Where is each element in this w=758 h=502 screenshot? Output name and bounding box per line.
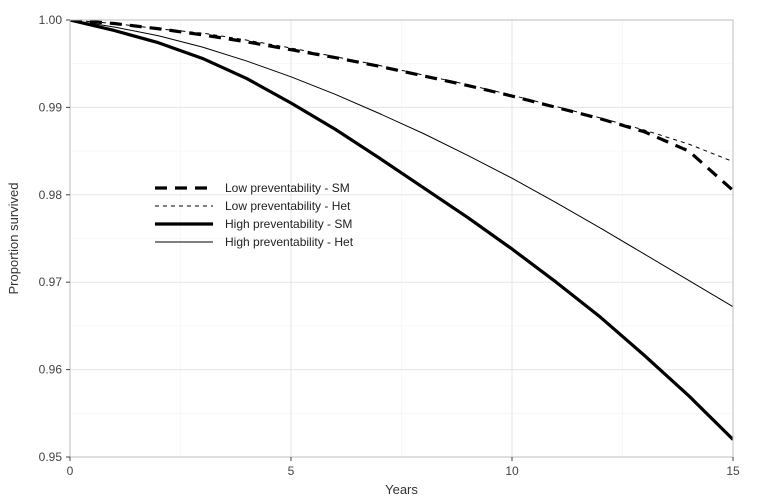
y-tick-label: 0.96 (39, 363, 63, 377)
y-tick-label: 0.99 (39, 100, 63, 114)
x-axis-label: Years (385, 482, 418, 497)
x-tick-label: 0 (67, 464, 74, 478)
x-tick-label: 15 (726, 464, 740, 478)
x-tick-label: 5 (288, 464, 295, 478)
y-axis-label: Proportion survived (6, 183, 21, 295)
legend-label-high_het: High preventability - Het (225, 235, 354, 249)
x-tick-label: 10 (505, 464, 519, 478)
chart-svg: 0 5 10 15 0.95 0.96 0.97 0.98 0.99 1.00 Years Propo… (0, 0, 758, 502)
legend-label-low_sm: Low preventability - SM (225, 181, 350, 195)
y-tick-label: 0.98 (39, 188, 63, 202)
y-tick-label: 0.95 (39, 450, 63, 464)
legend-label-high_sm: High preventability - SM (225, 217, 352, 231)
y-tick-label: 0.97 (39, 275, 63, 289)
y-tick-label: 1.00 (39, 13, 63, 27)
legend-label-low_het: Low preventability - Het (225, 199, 351, 213)
survival-chart: 0 5 10 15 0.95 0.96 0.97 0.98 0.99 1.00 Years Propo… (0, 0, 758, 502)
